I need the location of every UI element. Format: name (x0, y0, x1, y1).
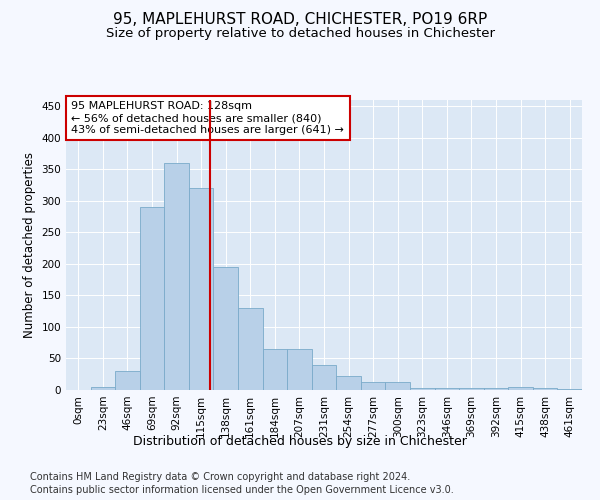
Text: Distribution of detached houses by size in Chichester: Distribution of detached houses by size … (133, 435, 467, 448)
Text: 95 MAPLEHURST ROAD: 128sqm
← 56% of detached houses are smaller (840)
43% of sem: 95 MAPLEHURST ROAD: 128sqm ← 56% of deta… (71, 102, 344, 134)
Bar (214, 267, 238, 390)
Bar (238, 308, 263, 390)
Bar (557, 388, 582, 390)
Bar (263, 349, 287, 390)
Bar (410, 388, 434, 390)
Bar (115, 371, 140, 390)
Bar (361, 382, 385, 390)
Bar (459, 388, 484, 390)
Bar (434, 388, 459, 390)
Bar (164, 163, 189, 390)
Bar (312, 365, 336, 390)
Y-axis label: Number of detached properties: Number of detached properties (23, 152, 36, 338)
Text: Size of property relative to detached houses in Chichester: Size of property relative to detached ho… (106, 28, 494, 40)
Bar (287, 349, 312, 390)
Bar (508, 387, 533, 390)
Bar (385, 382, 410, 390)
Text: Contains HM Land Registry data © Crown copyright and database right 2024.: Contains HM Land Registry data © Crown c… (30, 472, 410, 482)
Bar (189, 188, 214, 390)
Bar (91, 387, 115, 390)
Bar (336, 376, 361, 390)
Text: 95, MAPLEHURST ROAD, CHICHESTER, PO19 6RP: 95, MAPLEHURST ROAD, CHICHESTER, PO19 6R… (113, 12, 487, 28)
Bar (533, 388, 557, 390)
Bar (484, 388, 508, 390)
Bar (140, 207, 164, 390)
Text: Contains public sector information licensed under the Open Government Licence v3: Contains public sector information licen… (30, 485, 454, 495)
